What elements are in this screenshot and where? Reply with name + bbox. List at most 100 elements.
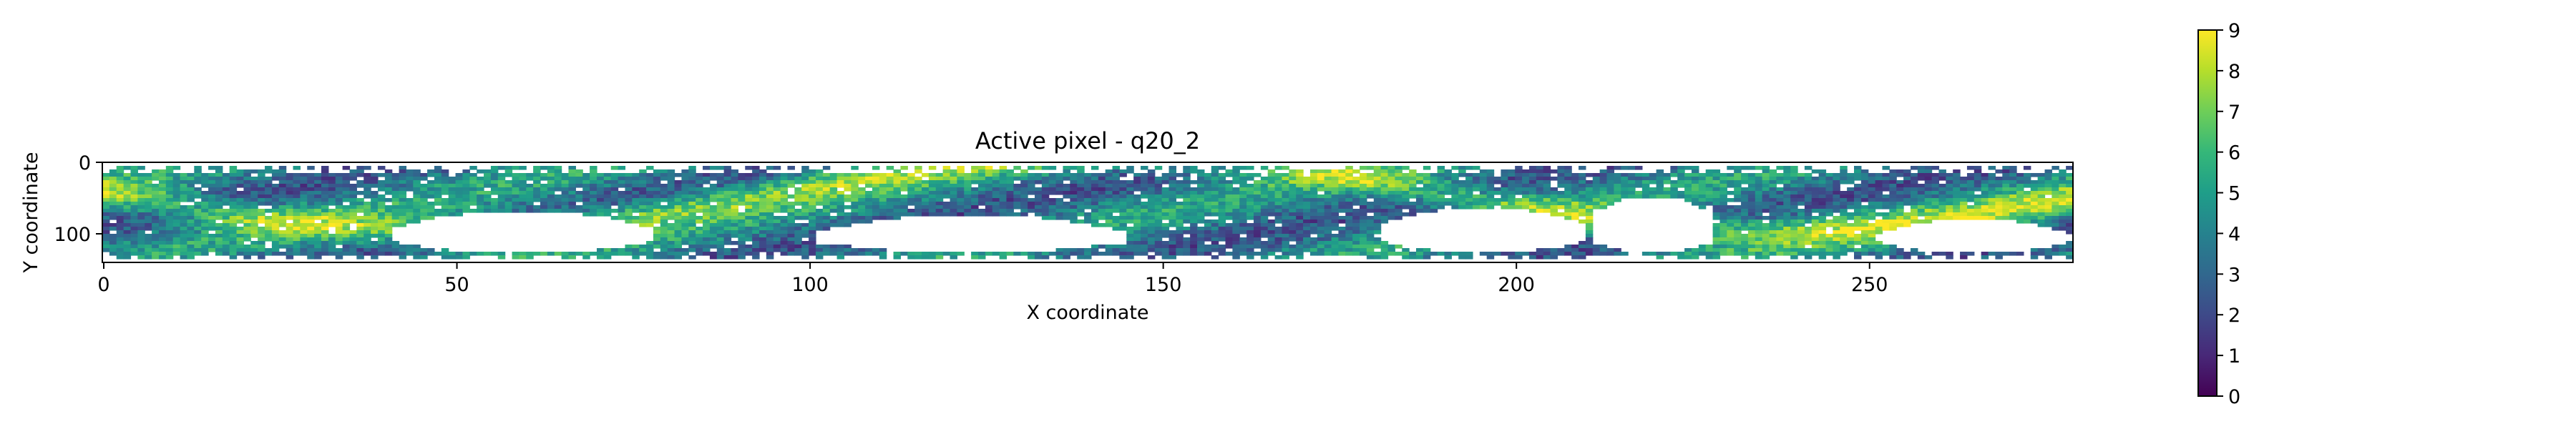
heatmap-cell bbox=[1218, 198, 1226, 202]
heatmap-cell bbox=[1267, 227, 1276, 231]
heatmap-cell bbox=[335, 191, 343, 195]
heatmap-cell bbox=[1387, 173, 1395, 177]
heatmap-cell bbox=[1006, 169, 1014, 174]
heatmap-cell bbox=[145, 248, 152, 252]
heatmap-cell bbox=[1698, 187, 1707, 192]
heatmap-cell bbox=[1656, 173, 1664, 177]
heatmap-cell bbox=[1267, 237, 1276, 242]
heatmap-cell bbox=[1345, 234, 1353, 238]
heatmap-cell bbox=[1508, 205, 1516, 209]
heatmap-cell bbox=[1995, 169, 2003, 174]
heatmap-cell bbox=[258, 169, 265, 174]
heatmap-cell bbox=[688, 180, 696, 184]
heatmap-cell bbox=[1712, 234, 1721, 238]
heatmap-cell bbox=[490, 180, 499, 184]
heatmap-cell bbox=[455, 212, 464, 217]
heatmap-cell bbox=[109, 223, 117, 227]
heatmap-cell bbox=[703, 227, 711, 231]
heatmap-cell bbox=[1154, 194, 1163, 199]
heatmap-cell bbox=[300, 237, 308, 242]
heatmap-cell bbox=[484, 205, 492, 209]
heatmap-cell bbox=[1253, 212, 1262, 217]
heatmap-cell bbox=[1218, 252, 1226, 256]
heatmap-cell bbox=[116, 216, 125, 220]
heatmap-cell bbox=[1677, 173, 1685, 177]
heatmap-cell bbox=[674, 223, 683, 227]
heatmap-cell bbox=[978, 184, 986, 188]
heatmap-cell bbox=[455, 198, 464, 202]
heatmap-cell bbox=[1769, 227, 1777, 231]
heatmap-cell bbox=[1840, 248, 1848, 252]
heatmap-cell bbox=[1762, 252, 1770, 256]
heatmap-cell bbox=[1528, 187, 1537, 192]
heatmap-cell bbox=[258, 173, 265, 177]
heatmap-cell bbox=[271, 198, 280, 202]
heatmap-cell bbox=[780, 220, 789, 224]
heatmap-cell bbox=[293, 209, 301, 213]
heatmap-cell bbox=[222, 234, 230, 238]
heatmap-cell bbox=[137, 173, 145, 177]
heatmap-cell bbox=[1105, 209, 1113, 213]
heatmap-cell bbox=[1430, 191, 1438, 195]
heatmap-cell bbox=[575, 205, 583, 209]
heatmap-cell bbox=[603, 177, 612, 181]
heatmap-cell bbox=[582, 173, 590, 177]
heatmap-cell bbox=[780, 248, 789, 252]
heatmap-cell bbox=[1112, 187, 1121, 192]
heatmap-cell bbox=[716, 220, 725, 224]
heatmap-cell bbox=[1712, 252, 1721, 256]
heatmap-cell bbox=[1451, 180, 1459, 184]
heatmap-cell bbox=[526, 252, 534, 256]
heatmap-cell bbox=[1875, 227, 1883, 231]
heatmap-cell bbox=[335, 227, 343, 231]
heatmap-cell bbox=[1296, 220, 1304, 224]
heatmap-cell bbox=[427, 173, 435, 177]
heatmap-cell bbox=[1331, 252, 1340, 256]
heatmap-cell bbox=[1804, 212, 1813, 217]
heatmap-cell bbox=[1522, 173, 1530, 177]
heatmap-cell bbox=[1267, 209, 1276, 213]
heatmap-cell bbox=[1070, 216, 1078, 220]
heatmap-cell bbox=[900, 205, 908, 209]
heatmap-cell bbox=[1747, 198, 1756, 202]
heatmap-cell bbox=[2002, 180, 2010, 184]
heatmap-cell bbox=[1493, 187, 1502, 192]
heatmap-cell bbox=[328, 237, 336, 242]
heatmap-cell bbox=[1218, 209, 1226, 213]
heatmap-cell bbox=[696, 177, 703, 181]
heatmap-cell bbox=[413, 209, 421, 213]
heatmap-cell bbox=[1345, 209, 1353, 213]
heatmap-cell bbox=[1910, 209, 1918, 213]
heatmap-cell bbox=[1804, 191, 1813, 195]
heatmap-cell bbox=[1161, 212, 1170, 217]
heatmap-cell bbox=[328, 202, 336, 206]
heatmap-cell bbox=[1013, 184, 1021, 188]
heatmap-cell bbox=[759, 245, 767, 249]
heatmap-cell bbox=[1147, 237, 1156, 242]
heatmap-cell bbox=[1585, 198, 1594, 202]
heatmap-cell bbox=[1444, 255, 1452, 260]
heatmap-cell bbox=[286, 223, 294, 227]
heatmap-cell bbox=[1077, 177, 1085, 181]
heatmap-cell bbox=[1840, 194, 1848, 199]
heatmap-cell bbox=[194, 252, 202, 256]
heatmap-cell bbox=[773, 202, 781, 206]
heatmap-cell bbox=[815, 216, 824, 220]
heatmap-cell bbox=[1804, 173, 1813, 177]
heatmap-cell bbox=[1387, 245, 1395, 249]
heatmap-cell bbox=[596, 191, 605, 195]
heatmap-cell bbox=[1670, 166, 1678, 170]
heatmap-cell bbox=[879, 212, 887, 217]
heatmap-cell bbox=[1684, 173, 1692, 177]
heatmap-cell bbox=[1769, 237, 1777, 242]
heatmap-cell bbox=[1833, 177, 1840, 181]
heatmap-cell bbox=[745, 180, 753, 184]
heatmap-cell bbox=[441, 184, 449, 188]
heatmap-cell bbox=[1098, 212, 1106, 217]
heatmap-cell bbox=[836, 255, 845, 260]
heatmap-cell bbox=[596, 194, 605, 199]
heatmap-cell bbox=[1508, 177, 1516, 181]
heatmap-cell bbox=[1253, 180, 1262, 184]
heatmap-cell bbox=[738, 227, 746, 231]
heatmap-cell bbox=[1147, 194, 1156, 199]
